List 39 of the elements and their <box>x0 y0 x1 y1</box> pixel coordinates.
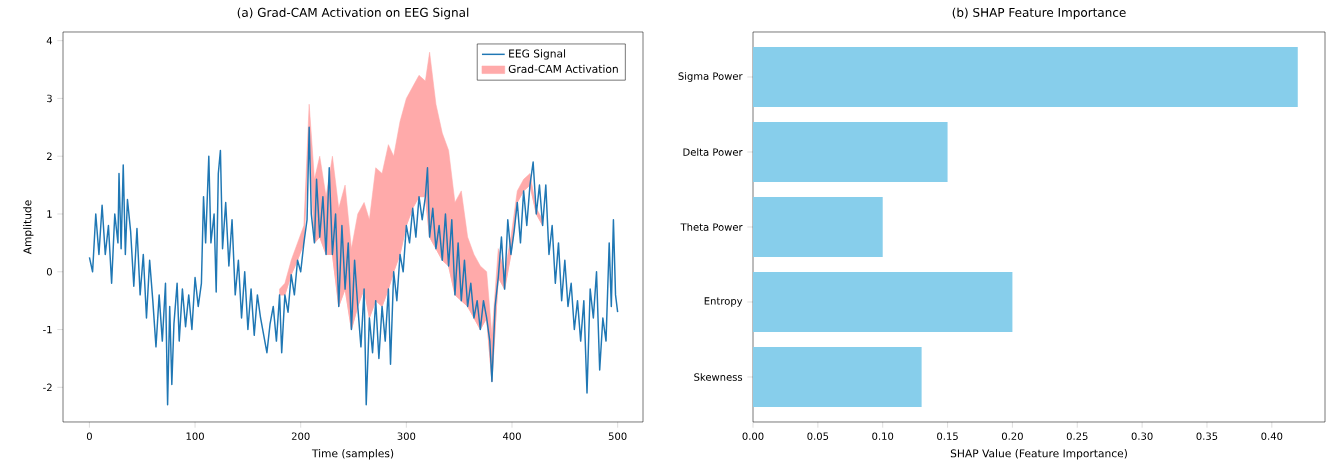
bar <box>753 271 1013 332</box>
x-tick-label: 0.20 <box>1001 432 1023 440</box>
y-tick-label: 1 <box>47 210 52 218</box>
y-tick-label: -2 <box>43 383 52 392</box>
legend-label: Grad-CAM Activation <box>508 64 618 73</box>
y-tick-label: Theta Power <box>680 223 743 231</box>
bar <box>753 196 883 257</box>
x-tick-label: 0 <box>86 432 92 440</box>
y-tick-label: Entropy <box>704 297 743 307</box>
bar <box>753 346 922 407</box>
y-tick-label: 3 <box>47 94 52 103</box>
y-tick-label: Skewness <box>694 373 743 381</box>
x-tick-label: 400 <box>502 432 521 440</box>
x-tick-label: 0.25 <box>1066 432 1088 440</box>
x-tick-label: 500 <box>608 432 627 440</box>
x-tick-label: 0.30 <box>1131 432 1153 440</box>
x-tick-label: 0.00 <box>742 432 764 440</box>
y-tick-label: 4 <box>46 37 53 45</box>
x-tick-label: 0.10 <box>872 432 894 440</box>
x-tick-label: 0.35 <box>1196 432 1218 440</box>
y-tick-label: 2 <box>46 152 52 160</box>
x-tick-label: 0.15 <box>937 432 958 440</box>
legend-label: EEG Signal <box>509 49 566 60</box>
y-tick-label: 0 <box>46 267 52 276</box>
bar <box>753 46 1298 107</box>
x-axis-title: Time (samples) <box>311 449 394 460</box>
chart-title: (b) SHAP Feature Importance <box>952 7 1126 20</box>
x-tick-label: 0.40 <box>1261 432 1283 440</box>
y-axis-title: Amplitude <box>23 200 34 255</box>
x-tick-label: 300 <box>397 432 416 440</box>
x-tick-label: 200 <box>291 432 310 440</box>
bar <box>753 121 948 182</box>
x-tick-label: 0.05 <box>807 432 829 440</box>
y-tick-label: Sigma Power <box>678 72 743 82</box>
x-axis-title: SHAP Value (Feature Importance) <box>950 449 1127 460</box>
chart-title: (a) Grad-CAM Activation on EEG Signal <box>237 7 469 20</box>
y-tick-label: -1 <box>43 325 52 334</box>
x-tick-label: 100 <box>186 432 204 440</box>
y-tick-label: Delta Power <box>683 148 743 156</box>
